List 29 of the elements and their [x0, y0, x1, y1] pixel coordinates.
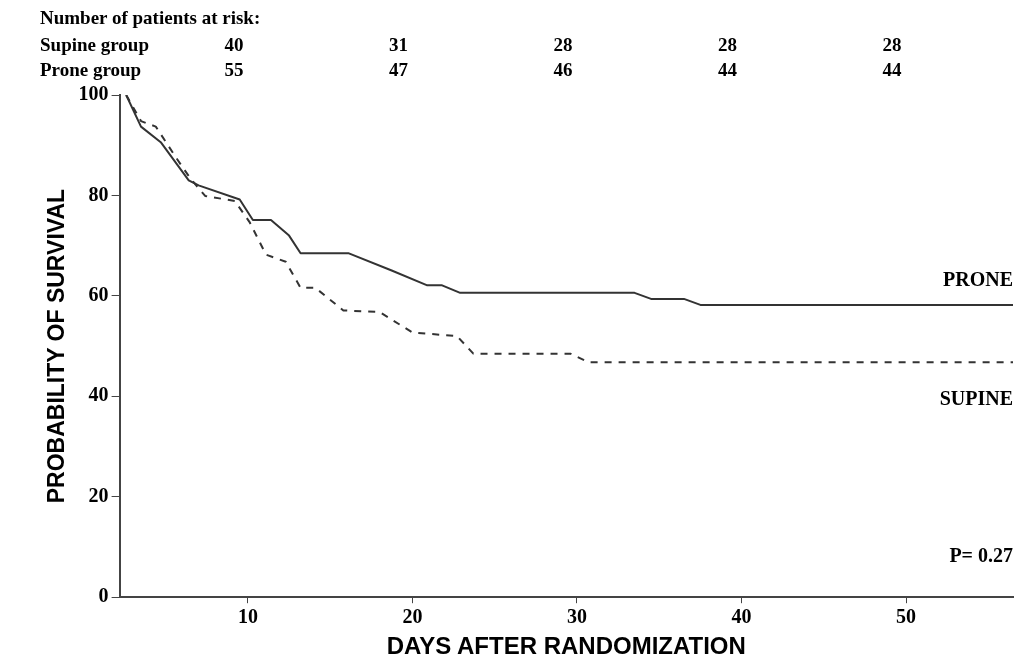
- text: 47: [388, 59, 409, 80]
- text: 44: [718, 59, 738, 80]
- text: 28: [882, 34, 902, 55]
- y-tick-label: 80: [88, 182, 109, 205]
- text: Number of patients at risk:: [40, 7, 261, 28]
- annotation: P= 0.27: [949, 544, 1013, 567]
- x-tick-label: 50: [896, 605, 917, 628]
- x-tick-label: 30: [566, 605, 587, 628]
- text: Prone group: [40, 59, 142, 80]
- text: 46: [553, 59, 573, 80]
- y-tick-label: 100: [78, 82, 109, 105]
- y-tick-label: 40: [88, 383, 109, 406]
- text: 40: [224, 34, 244, 55]
- text: 28: [718, 34, 738, 55]
- series-label: PRONE: [943, 268, 1013, 291]
- y-tick-label: 60: [88, 283, 109, 306]
- text: 55: [224, 59, 244, 80]
- x-tick-label: 40: [731, 605, 752, 628]
- text: 28: [553, 34, 573, 55]
- y-axis-title: PROBABILITY OF SURVIVAL: [43, 188, 70, 504]
- text: 31: [388, 34, 408, 55]
- series-label: SUPINE: [939, 387, 1013, 410]
- text: Supine group: [40, 34, 149, 55]
- y-tick-label: 20: [88, 483, 109, 506]
- x-tick-label: 10: [237, 605, 258, 628]
- x-axis-title: DAYS AFTER RANDOMIZATION: [386, 632, 746, 660]
- x-tick-label: 20: [402, 605, 423, 628]
- text: 44: [882, 59, 903, 80]
- y-tick-label: 0: [98, 584, 109, 607]
